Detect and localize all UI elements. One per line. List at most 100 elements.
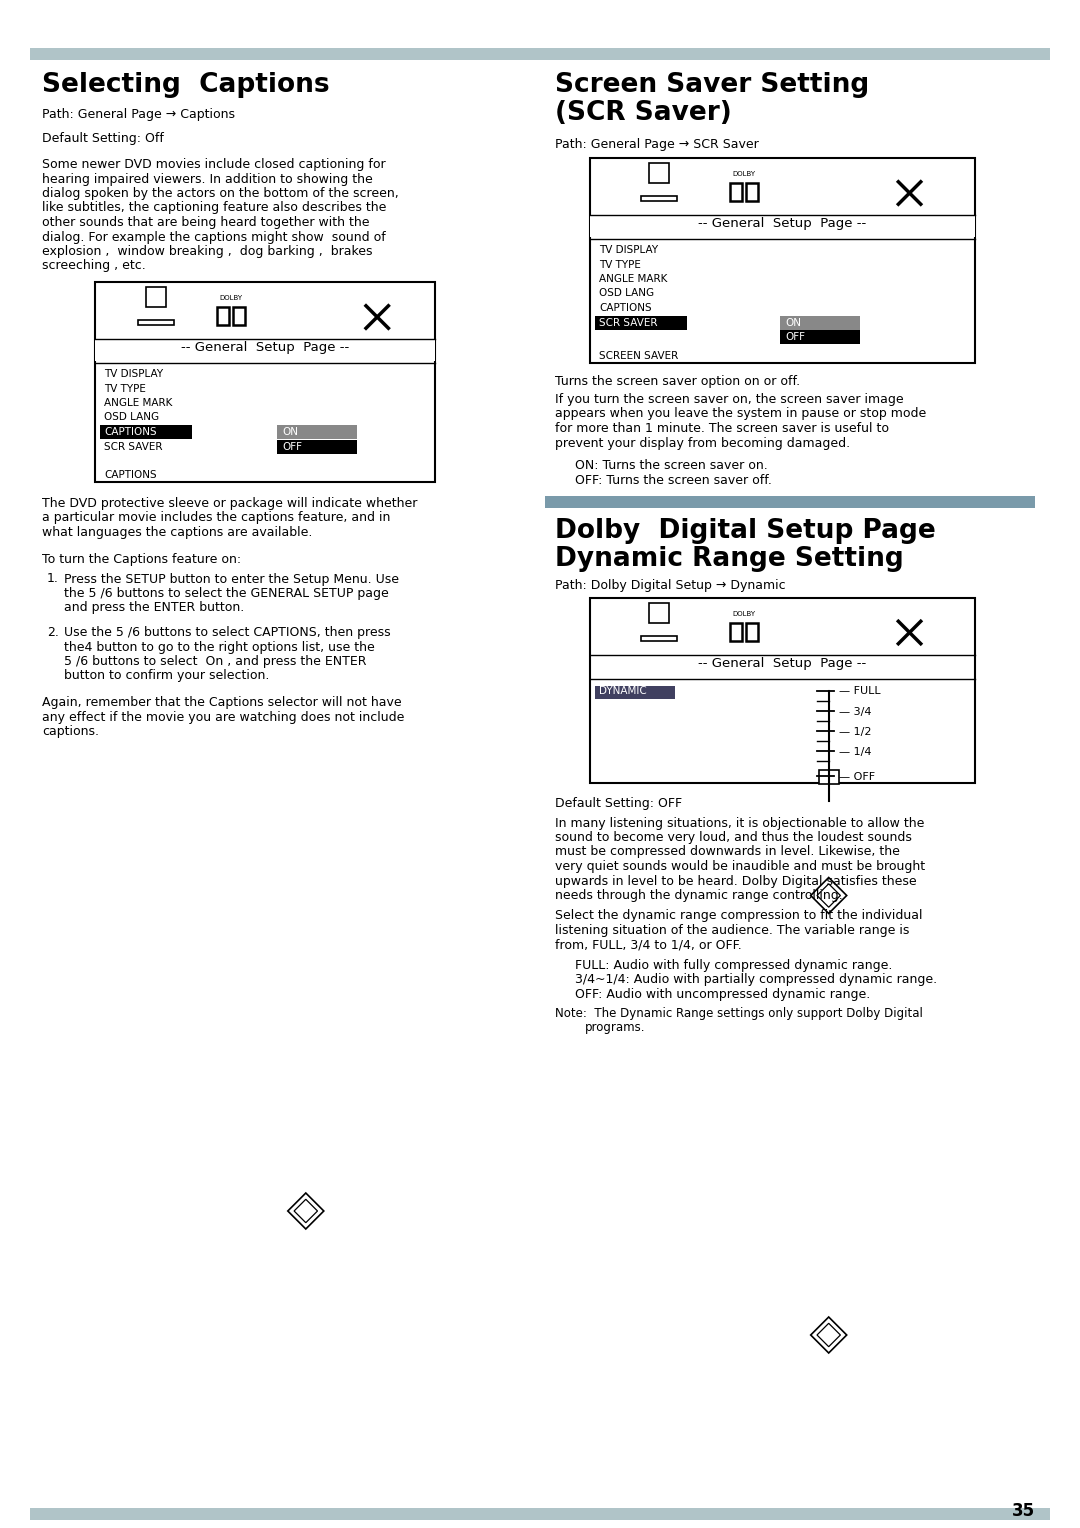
- Polygon shape: [816, 1323, 840, 1346]
- Bar: [30, 47, 1050, 60]
- Text: Use the 5 /6 buttons to select CAPTIONS, then press: Use the 5 /6 buttons to select CAPTIONS,…: [64, 626, 391, 639]
- Text: SCREEN SAVER: SCREEN SAVER: [599, 351, 678, 361]
- Text: OSD LANG: OSD LANG: [104, 413, 159, 423]
- Text: appears when you leave the system in pause or stop mode: appears when you leave the system in pau…: [555, 408, 927, 420]
- Text: (SCR Saver): (SCR Saver): [555, 99, 732, 125]
- Text: Note:  The Dynamic Range settings only support Dolby Digital: Note: The Dynamic Range settings only su…: [555, 1007, 923, 1019]
- Text: captions.: captions.: [42, 724, 99, 738]
- Bar: [780, 330, 860, 344]
- Text: what languages the captions are available.: what languages the captions are availabl…: [42, 526, 312, 539]
- Text: 5 /6 buttons to select  On , and press the ENTER: 5 /6 buttons to select On , and press th…: [64, 656, 366, 668]
- Text: dialog spoken by the actors on the bottom of the screen,: dialog spoken by the actors on the botto…: [42, 186, 399, 200]
- Text: DYNAMIC: DYNAMIC: [599, 686, 647, 697]
- Text: and press the ENTER button.: and press the ENTER button.: [64, 602, 244, 614]
- Text: TV TYPE: TV TYPE: [104, 384, 146, 394]
- Text: Path: General Page → SCR Saver: Path: General Page → SCR Saver: [555, 138, 759, 151]
- Bar: [649, 163, 670, 183]
- Text: the4 button to go to the right options list, use the: the4 button to go to the right options l…: [64, 640, 375, 654]
- Bar: [95, 283, 435, 481]
- Text: If you turn the screen saver on, the screen saver image: If you turn the screen saver on, the scr…: [555, 393, 904, 406]
- Text: like subtitles, the captioning feature also describes the: like subtitles, the captioning feature a…: [42, 202, 387, 214]
- Text: CAPTIONS: CAPTIONS: [599, 303, 651, 313]
- Polygon shape: [287, 1193, 324, 1229]
- Bar: [146, 287, 166, 307]
- Text: DOLBY: DOLBY: [732, 611, 756, 616]
- Text: Select the dynamic range compression to fit the individual: Select the dynamic range compression to …: [555, 909, 922, 923]
- Text: 1.: 1.: [48, 573, 59, 585]
- Bar: [730, 183, 742, 202]
- Text: the 5 /6 buttons to select the GENERAL SETUP page: the 5 /6 buttons to select the GENERAL S…: [64, 587, 389, 601]
- Text: for more than 1 minute. The screen saver is useful to: for more than 1 minute. The screen saver…: [555, 422, 889, 435]
- Bar: [595, 315, 687, 330]
- Text: ANGLE MARK: ANGLE MARK: [104, 397, 173, 408]
- Text: Default Setting: OFF: Default Setting: OFF: [555, 796, 683, 810]
- Text: screeching , etc.: screeching , etc.: [42, 260, 146, 272]
- Text: 35: 35: [1012, 1502, 1035, 1520]
- Text: listening situation of the audience. The variable range is: listening situation of the audience. The…: [555, 924, 909, 937]
- Bar: [100, 425, 192, 439]
- Text: FULL: Audio with fully compressed dynamic range.: FULL: Audio with fully compressed dynami…: [575, 960, 892, 972]
- Text: any effect if the movie you are watching does not include: any effect if the movie you are watching…: [42, 711, 404, 723]
- Text: upwards in level to be heard. Dolby Digital satisfies these: upwards in level to be heard. Dolby Digi…: [555, 874, 917, 888]
- Text: OFF: Turns the screen saver off.: OFF: Turns the screen saver off.: [575, 474, 772, 486]
- Bar: [545, 495, 1035, 507]
- Text: — 1/2: — 1/2: [839, 726, 872, 736]
- Bar: [276, 425, 357, 439]
- Bar: [276, 440, 357, 454]
- Text: programs.: programs.: [585, 1021, 646, 1034]
- Text: other sounds that are being heard together with the: other sounds that are being heard togeth…: [42, 215, 369, 229]
- Text: To turn the Captions feature on:: To turn the Captions feature on:: [42, 553, 241, 565]
- Bar: [642, 636, 677, 640]
- Text: needs through the dynamic range controlling.: needs through the dynamic range controll…: [555, 889, 842, 902]
- Polygon shape: [816, 883, 840, 908]
- Text: TV DISPLAY: TV DISPLAY: [599, 244, 658, 255]
- Text: SCR SAVER: SCR SAVER: [104, 442, 162, 451]
- Text: Default Setting: Off: Default Setting: Off: [42, 131, 164, 145]
- Bar: [746, 622, 758, 640]
- Polygon shape: [811, 877, 847, 914]
- Bar: [642, 196, 677, 202]
- Text: — 1/4: — 1/4: [839, 747, 872, 756]
- Bar: [233, 307, 245, 325]
- Bar: [590, 215, 975, 237]
- Text: very quiet sounds would be inaudible and must be brought: very quiet sounds would be inaudible and…: [555, 860, 926, 872]
- Bar: [590, 597, 975, 782]
- Bar: [595, 686, 675, 698]
- Text: 2.: 2.: [48, 626, 59, 639]
- Text: Press the SETUP button to enter the Setup Menu. Use: Press the SETUP button to enter the Setu…: [64, 573, 399, 585]
- Text: OFF: OFF: [785, 332, 805, 341]
- Text: prevent your display from becoming damaged.: prevent your display from becoming damag…: [555, 437, 850, 449]
- Text: a particular movie includes the captions feature, and in: a particular movie includes the captions…: [42, 512, 390, 524]
- Text: ON: ON: [785, 318, 801, 327]
- Text: The DVD protective sleeve or package will indicate whether: The DVD protective sleeve or package wil…: [42, 497, 417, 510]
- Text: hearing impaired viewers. In addition to showing the: hearing impaired viewers. In addition to…: [42, 173, 373, 185]
- Bar: [730, 622, 742, 640]
- Bar: [649, 602, 670, 622]
- Text: Path: Dolby Digital Setup → Dynamic: Path: Dolby Digital Setup → Dynamic: [555, 579, 785, 593]
- Text: sound to become very loud, and thus the loudest sounds: sound to become very loud, and thus the …: [555, 831, 912, 843]
- Text: ANGLE MARK: ANGLE MARK: [599, 274, 667, 284]
- Text: — FULL: — FULL: [839, 686, 880, 697]
- Text: — OFF: — OFF: [839, 772, 875, 781]
- Text: ON: Turns the screen saver on.: ON: Turns the screen saver on.: [575, 458, 768, 472]
- Text: OSD LANG: OSD LANG: [599, 289, 654, 298]
- Text: OFF: OFF: [282, 442, 302, 451]
- Text: OFF: Audio with uncompressed dynamic range.: OFF: Audio with uncompressed dynamic ran…: [575, 989, 870, 1001]
- Text: Path: General Page → Captions: Path: General Page → Captions: [42, 108, 235, 121]
- Text: TV DISPLAY: TV DISPLAY: [104, 368, 163, 379]
- Text: Selecting  Captions: Selecting Captions: [42, 72, 329, 98]
- Text: In many listening situations, it is objectionable to allow the: In many listening situations, it is obje…: [555, 816, 924, 830]
- Bar: [746, 183, 758, 202]
- Text: Some newer DVD movies include closed captioning for: Some newer DVD movies include closed cap…: [42, 157, 386, 171]
- Bar: [590, 157, 975, 364]
- Text: explosion ,  window breaking ,  dog barking ,  brakes: explosion , window breaking , dog barkin…: [42, 244, 373, 258]
- Text: 3/4~1/4: Audio with partially compressed dynamic range.: 3/4~1/4: Audio with partially compressed…: [575, 973, 937, 987]
- Text: -- General  Setup  Page --: -- General Setup Page --: [180, 341, 349, 354]
- Bar: [545, 47, 1035, 60]
- Text: Turns the screen saver option on or off.: Turns the screen saver option on or off.: [555, 374, 800, 388]
- Text: DOLBY: DOLBY: [219, 295, 243, 301]
- Text: Dolby  Digital Setup Page: Dolby Digital Setup Page: [555, 518, 935, 544]
- Text: from, FULL, 3/4 to 1/4, or OFF.: from, FULL, 3/4 to 1/4, or OFF.: [555, 938, 742, 952]
- Text: -- General  Setup  Page --: -- General Setup Page --: [699, 217, 866, 231]
- Text: dialog. For example the captions might show  sound of: dialog. For example the captions might s…: [42, 231, 386, 243]
